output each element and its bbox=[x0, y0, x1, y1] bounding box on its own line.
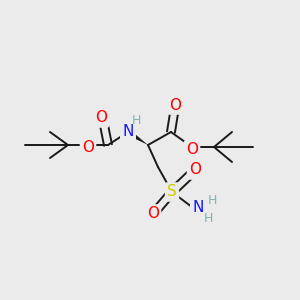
Polygon shape bbox=[126, 130, 148, 145]
Text: O: O bbox=[95, 110, 107, 125]
Text: N: N bbox=[122, 124, 134, 140]
Text: H: H bbox=[131, 113, 141, 127]
Text: O: O bbox=[169, 98, 181, 112]
Text: O: O bbox=[82, 140, 94, 155]
Text: O: O bbox=[186, 142, 198, 158]
Text: O: O bbox=[189, 163, 201, 178]
Text: N: N bbox=[192, 200, 204, 215]
Text: H: H bbox=[203, 212, 213, 224]
Text: O: O bbox=[147, 206, 159, 221]
Text: H: H bbox=[207, 194, 217, 206]
Text: S: S bbox=[167, 184, 177, 200]
